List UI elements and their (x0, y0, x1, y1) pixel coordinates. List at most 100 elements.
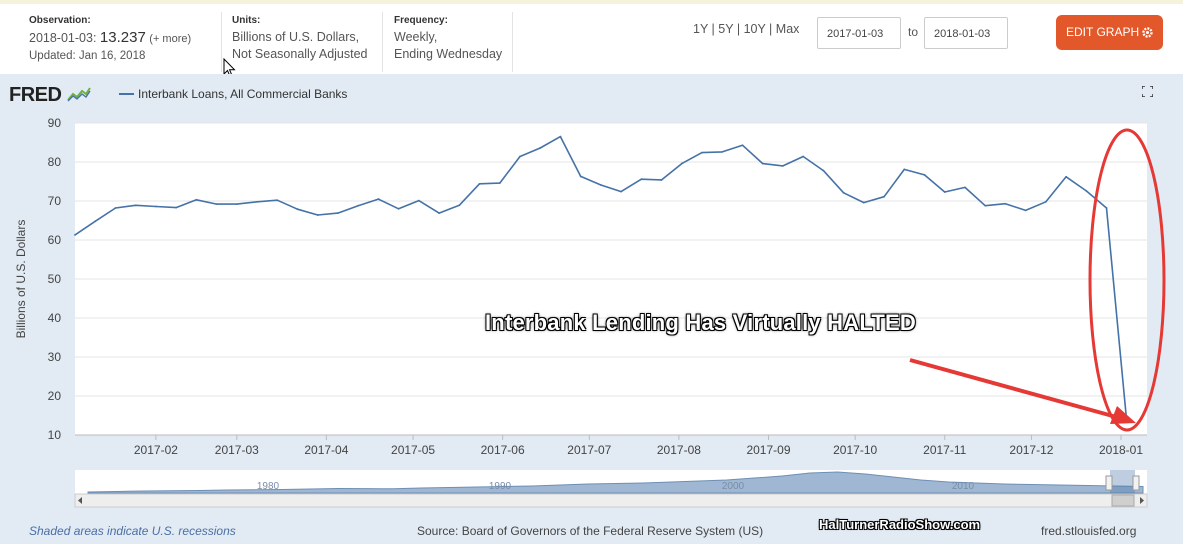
x-tick-label: 2017-02 (134, 443, 178, 457)
series-group (74, 135, 1128, 424)
data-point (155, 205, 157, 208)
data-point (175, 206, 178, 209)
start-date-input[interactable]: 2017-01-03 (817, 17, 901, 49)
data-point (964, 186, 966, 189)
data-point (620, 190, 623, 193)
data-point (519, 155, 521, 158)
fred-url: fred.stlouisfed.org (1041, 524, 1137, 538)
source-credit: Source: Board of Governors of the Federa… (417, 524, 764, 538)
edit-graph-label: EDIT GRAPH (1066, 25, 1140, 39)
annotation-text: Interbank Lending Has Virtually HALTED (485, 310, 916, 335)
x-tick-label: 2017-07 (567, 443, 611, 457)
x-tick-label: 2017-11 (923, 443, 966, 457)
fred-logo-text: FRED (9, 84, 62, 106)
x-tick-label: 2017-05 (391, 443, 435, 457)
observation-more-link[interactable]: (+ more) (149, 33, 192, 45)
data-point (114, 207, 117, 209)
data-point (1085, 189, 1088, 192)
navigator-area (87, 471, 1144, 494)
data-point (862, 201, 865, 204)
data-point (660, 179, 663, 181)
x-tick-label: 2017-06 (481, 443, 525, 457)
data-point (215, 203, 218, 206)
y-tick-label: 20 (48, 389, 62, 403)
data-point (1105, 207, 1108, 209)
data-point (478, 182, 481, 185)
highlight-ellipse (1088, 128, 1166, 432)
recessions-note: Shaded areas indicate U.S. recessions (29, 524, 236, 538)
units-line-2: Not Seasonally Adjusted (232, 47, 368, 61)
data-point (337, 212, 339, 214)
range-max[interactable]: Max (775, 22, 800, 36)
scroll-right-icon[interactable] (1140, 497, 1144, 504)
frequency-line-2: Ending Wednesday (394, 47, 503, 61)
navigator-year-label: 2000 (722, 481, 745, 492)
x-axis: 2017-02 2017-03 2017-04 2017-05 2017-06 2017-… (75, 434, 1147, 457)
navigator-labels: 1980 1990 2000 2010 (257, 481, 975, 492)
y-tick-label: 80 (48, 155, 62, 169)
data-point (943, 191, 946, 193)
scrollbar-thumb[interactable] (1111, 494, 1135, 507)
navigator-handle-right[interactable] (1132, 475, 1140, 491)
data-point (599, 184, 602, 186)
data-point (741, 144, 744, 147)
data-point (417, 199, 420, 202)
data-point (74, 234, 76, 236)
x-tick-label: 2017-12 (1009, 443, 1053, 457)
navigator-handle-left[interactable] (1105, 475, 1113, 491)
y-axis: 10 20 30 40 50 60 70 80 90 (48, 116, 62, 442)
data-point (276, 199, 279, 202)
data-point (883, 195, 885, 198)
data-point (721, 150, 724, 153)
data-point (579, 175, 582, 178)
units-block: Units: Billions of U.S. Dollars, Not Sea… (232, 12, 368, 63)
top-strip (0, 0, 1183, 4)
observation-date: 2018-01-03: (29, 31, 97, 45)
annotation-arrow (909, 358, 1121, 420)
annotation-arrowhead (1110, 406, 1136, 424)
frequency-line-1: Weekly, (394, 30, 438, 44)
data-point (761, 162, 764, 165)
divider (221, 12, 222, 72)
units-line-1: Billions of U.S. Dollars, (232, 30, 360, 44)
data-point (640, 178, 643, 181)
data-point (822, 169, 825, 172)
gear-icon (1142, 27, 1153, 38)
data-point (782, 165, 784, 167)
x-tick-label: 2017-10 (833, 443, 877, 457)
data-point (984, 204, 987, 207)
data-point (296, 208, 299, 211)
updated-date: Updated: Jan 16, 2018 (29, 50, 146, 62)
data-point (377, 198, 380, 200)
frequency-label: Frequency: (394, 15, 448, 26)
y-tick-label: 10 (48, 428, 62, 442)
scroll-left-icon[interactable] (78, 497, 82, 504)
range-10y[interactable]: 10Y (743, 22, 766, 36)
fred-logo: FRED (9, 84, 91, 107)
legend-label: Interbank Loans, All Commercial Banks (138, 87, 348, 101)
y-tick-label: 50 (48, 272, 62, 286)
annotation-overlay (909, 128, 1166, 432)
end-date-input[interactable]: 2018-01-03 (924, 17, 1008, 49)
edit-graph-button[interactable]: EDIT GRAPH (1056, 15, 1163, 50)
divider (512, 12, 513, 72)
data-point (1044, 200, 1047, 203)
range-1y[interactable]: 1Y (693, 22, 709, 36)
data-point (397, 207, 400, 210)
data-point (316, 214, 319, 216)
data-point (559, 135, 562, 138)
navigator: 1980 1990 2000 2010 (74, 470, 1148, 508)
to-label: to (908, 25, 919, 39)
data-point (498, 182, 501, 184)
navigator-selection[interactable] (1110, 470, 1135, 494)
y-tick-label: 70 (48, 194, 62, 208)
graph-header: Observation: 2018-01-03: 13.237 (+ more)… (0, 0, 1183, 78)
x-tick-label: 2017-08 (657, 443, 701, 457)
navigator-year-label: 1990 (489, 481, 512, 492)
scrollbar-track[interactable] (74, 493, 1148, 508)
range-5y[interactable]: 5Y (718, 22, 734, 36)
observation-value: 13.237 (99, 29, 146, 46)
data-point (235, 203, 238, 206)
watermark: HalTurnerRadioShow.com (819, 517, 981, 532)
y-tick-label: 30 (48, 350, 62, 364)
